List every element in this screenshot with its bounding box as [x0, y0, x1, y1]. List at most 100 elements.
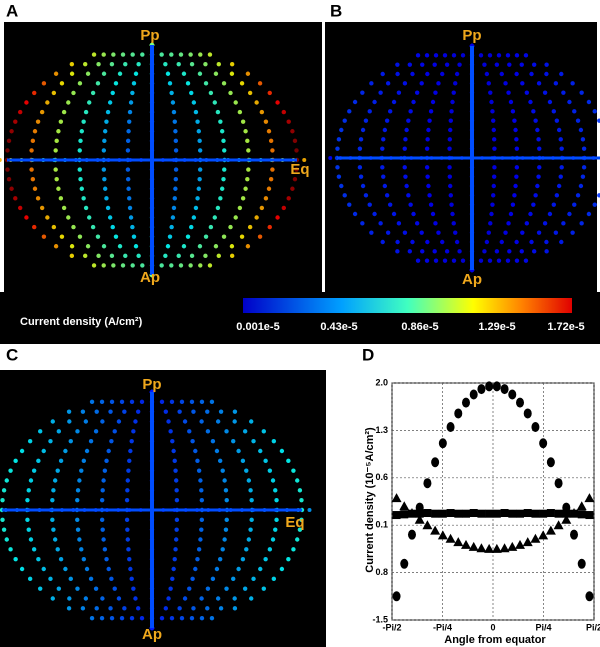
field-dot: [496, 53, 502, 58]
field-dot: [592, 202, 597, 207]
field-dot: [420, 62, 425, 67]
field-dot: [67, 419, 72, 424]
field-dot: [570, 81, 575, 86]
field-dot: [328, 156, 333, 160]
field-dot: [267, 90, 272, 96]
field-dot: [99, 399, 105, 405]
field-dot: [125, 527, 130, 532]
field-dot: [87, 100, 92, 105]
field-dot: [9, 186, 14, 191]
field-dot: [491, 137, 497, 142]
field-dot: [406, 193, 411, 198]
field-dot: [579, 221, 584, 226]
field-dot: [77, 148, 82, 153]
field-dot: [360, 221, 365, 226]
point: [446, 422, 455, 433]
field-dot: [196, 186, 201, 191]
point: [460, 539, 471, 549]
field-dot: [261, 429, 267, 434]
field-dot: [268, 138, 274, 144]
field-dot: [360, 183, 366, 189]
field-dot: [580, 174, 586, 179]
field-dot: [578, 127, 584, 133]
field-dot: [41, 81, 47, 86]
field-dot: [249, 517, 254, 523]
field-dot: [492, 165, 497, 170]
field-dot: [551, 202, 557, 207]
field-dot: [266, 129, 272, 134]
field-dot: [203, 253, 208, 259]
field-dot: [178, 52, 184, 57]
field-dot: [205, 409, 210, 414]
point: [431, 457, 440, 468]
field-dot: [224, 517, 229, 523]
point: [453, 537, 464, 547]
field-dot: [135, 606, 141, 611]
field-dot: [245, 176, 250, 182]
field-dot: [489, 211, 494, 217]
field-dot: [243, 129, 248, 134]
field-dot: [228, 224, 233, 230]
field-dot: [384, 193, 390, 198]
field-dot: [233, 100, 238, 105]
field-dot: [130, 90, 135, 96]
colorbar-title: Current density (A/cm²): [20, 316, 143, 328]
field-dot: [125, 176, 131, 182]
field-dot: [1, 527, 7, 532]
field-dot: [61, 109, 67, 115]
field-dot: [193, 205, 199, 211]
field-dot: [292, 138, 298, 144]
field-dot: [531, 202, 536, 207]
field-dot: [30, 138, 36, 144]
field-dot: [188, 263, 193, 268]
field-dot: [453, 81, 458, 86]
field-dot: [402, 165, 407, 170]
field-dot: [542, 90, 548, 95]
y-tick-label: 0.8: [375, 567, 388, 577]
field-dot: [547, 99, 553, 105]
field-dot: [56, 129, 61, 134]
point: [539, 509, 548, 518]
field-dot: [129, 576, 134, 582]
field-dot: [5, 148, 10, 153]
field-dot: [484, 239, 490, 245]
field-dot: [222, 167, 227, 172]
field-dot: [136, 61, 141, 67]
point: [438, 438, 447, 449]
pole-label: Pp: [140, 27, 159, 44]
point: [454, 408, 463, 419]
field-dot: [99, 517, 105, 523]
field-dot: [491, 174, 497, 179]
field-dot: [257, 234, 263, 239]
field-dot: [395, 239, 400, 245]
field-dot: [32, 129, 38, 134]
point: [561, 514, 572, 524]
field-dot: [447, 165, 452, 170]
field-dot: [263, 196, 269, 201]
point: [485, 509, 494, 518]
field-dot: [425, 137, 430, 142]
field-dot: [199, 488, 204, 493]
field-dot: [196, 468, 202, 473]
field-dot: [221, 234, 227, 239]
field-dot: [54, 138, 59, 144]
point: [545, 525, 556, 535]
field-dot: [492, 146, 497, 151]
field-dot: [95, 81, 101, 86]
y-tick-label: 0.1: [375, 520, 388, 530]
field-dot: [41, 234, 47, 239]
field-dot: [410, 239, 415, 245]
field-dot: [0, 158, 2, 162]
field-dot: [427, 193, 432, 198]
field-dot: [77, 537, 82, 542]
field-dot: [41, 566, 46, 572]
field-dot: [218, 606, 224, 611]
point: [469, 389, 478, 400]
point: [553, 520, 564, 530]
field-dot: [66, 606, 72, 611]
field-dot: [503, 230, 508, 235]
field-dot: [402, 146, 407, 151]
field-dot: [111, 263, 116, 268]
field-dot: [159, 52, 164, 57]
field-dot: [125, 148, 131, 153]
